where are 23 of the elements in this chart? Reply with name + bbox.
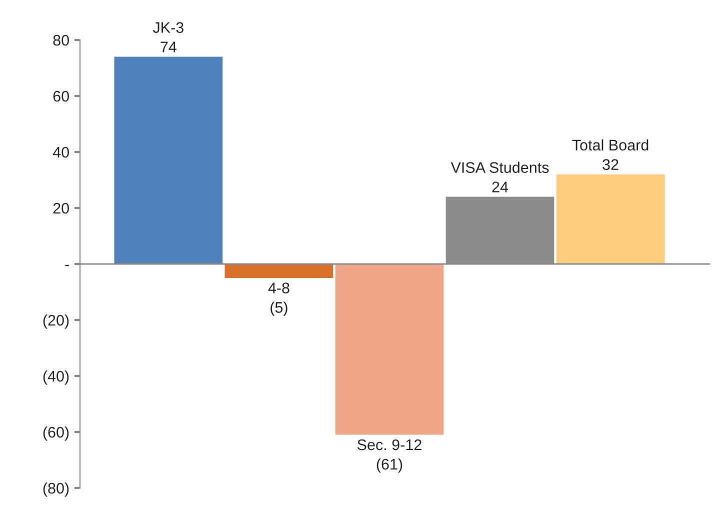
data-label: 74 (160, 42, 176, 52)
y-tick-label: (60) (43, 426, 69, 441)
data-label: 24 (492, 182, 508, 192)
bar (114, 56, 223, 264)
y-tick-label: 80 (53, 34, 69, 46)
y-tick-label: 20 (53, 202, 69, 214)
y-tick-label: (40) (43, 370, 69, 385)
annotation: VISA Students (450, 162, 549, 173)
bar (556, 174, 665, 264)
data-label: 32 (602, 159, 618, 170)
bar (224, 264, 334, 278)
text: JK-3 (152, 22, 184, 33)
data-label: (5) (270, 302, 288, 316)
data-label: (61) (376, 458, 402, 473)
y-tick-label: 60 (53, 90, 69, 102)
y-tick-label: - (65, 264, 69, 266)
annotation: Sec. 9-12 (357, 439, 422, 450)
bar (335, 264, 444, 435)
y-tick-label: 40 (52, 146, 69, 158)
annotation: Total Board (572, 139, 648, 151)
annotation: 4-8 (268, 282, 290, 294)
y-tick-label: (20) (43, 314, 69, 329)
y-tick-label: (80) (43, 482, 69, 497)
